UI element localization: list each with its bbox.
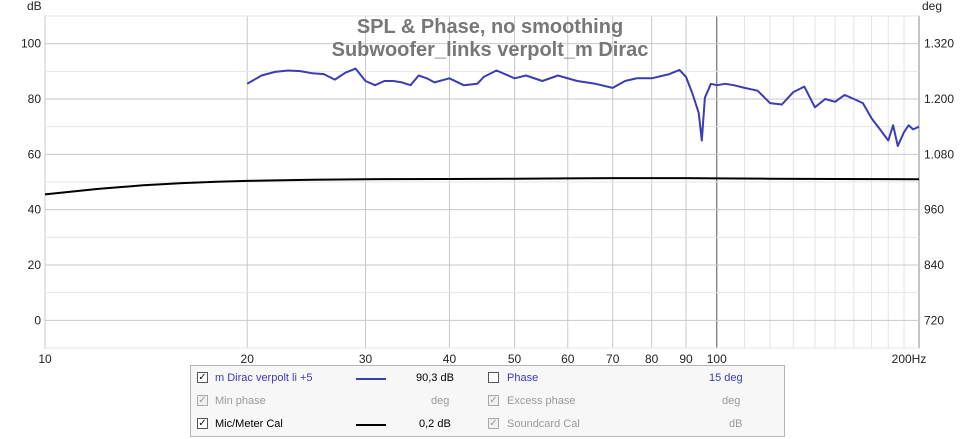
y-tick-label-left: 0 [34, 313, 41, 327]
mic-cal-checkbox[interactable]: ✓ [197, 418, 208, 429]
x-tick-label: 20 [241, 352, 255, 365]
grid-lines [44, 15, 919, 349]
y-tick-label-right: 840 [924, 258, 944, 272]
mic-cal-value: 0,2 dB [419, 418, 451, 430]
excess-phase-label: Excess phase [507, 395, 576, 407]
y-tick-label-right: 1.200 [924, 92, 954, 106]
phase-checkbox[interactable] [488, 372, 499, 383]
legend-panel: ✓ m Dirac verpolt li +5 90,3 dB Phase 15… [190, 365, 785, 437]
x-tick-label: 50 [508, 352, 522, 365]
soundcard-cal-value: dB [729, 418, 743, 430]
excess-phase-checkbox[interactable]: ✓ [488, 395, 499, 406]
mic-cal-line [44, 177, 920, 196]
legend-row-measurement: ✓ m Dirac verpolt li +5 90,3 dB Phase 15… [191, 368, 784, 390]
legend-row-mic-cal: ✓ Mic/Meter Cal 0,2 dB ✓ Soundcard Cal d… [191, 414, 784, 436]
y-tick-label-left: 20 [28, 258, 42, 272]
y-tick-label-right: 1.320 [924, 37, 954, 51]
x-tick-label: 30 [359, 352, 373, 365]
x-tick-label: 200Hz [892, 352, 927, 365]
measurement-label: m Dirac verpolt li +5 [215, 372, 313, 384]
chart-title: SPL & Phase, no smoothing [357, 16, 623, 38]
x-tick-label: 60 [561, 352, 575, 365]
series-layer [44, 67, 920, 196]
measurement-checkbox[interactable]: ✓ [197, 372, 208, 383]
y-tick-label-left: 40 [28, 203, 42, 217]
min-phase-value: deg [431, 395, 450, 407]
measurement-value: 90,3 dB [416, 372, 454, 384]
mic-cal-label: Mic/Meter Cal [215, 418, 283, 430]
legend-row-min-phase: ✓ Min phase deg ✓ Excess phase deg [191, 391, 784, 413]
min-phase-label: Min phase [215, 395, 266, 407]
measurement-swatch [356, 378, 386, 380]
chart-subtitle: Subwoofer_links verpolt_m Dirac [332, 39, 649, 61]
spl-chart: 10 20 30 40 50 60 70 80 90 100 200Hz 0 20 40 60 80 100 72… [21, 0, 954, 365]
y-tick-label-left: 80 [28, 92, 42, 106]
x-tick-label: 90 [679, 352, 693, 365]
y-axis-label-right: deg [922, 0, 942, 13]
mic-cal-swatch [356, 424, 386, 426]
x-tick-label: 70 [606, 352, 620, 365]
x-tick-label: 10 [38, 352, 52, 365]
phase-label: Phase [507, 372, 539, 384]
min-phase-checkbox[interactable]: ✓ [197, 395, 208, 406]
phase-value: 15 deg [709, 372, 743, 384]
y-axis-label-left: dB [27, 0, 42, 13]
spl-measurement-line [246, 67, 920, 147]
y-tick-label-right: 1.080 [924, 147, 954, 161]
y-tick-label-right: 960 [924, 203, 944, 217]
excess-phase-value: deg [722, 395, 741, 407]
y-tick-label-right: 720 [924, 313, 944, 327]
y-tick-label-left: 60 [28, 147, 42, 161]
tick-labels: 10 20 30 40 50 60 70 80 90 100 200Hz 0 20 40 60 80 100 72… [21, 37, 954, 365]
x-tick-label: 100 [707, 352, 727, 365]
x-tick-label: 40 [443, 352, 457, 365]
soundcard-cal-label: Soundcard Cal [507, 418, 580, 430]
y-tick-label-left: 100 [21, 37, 41, 51]
x-tick-label: 80 [645, 352, 659, 365]
soundcard-cal-checkbox[interactable]: ✓ [488, 418, 499, 429]
